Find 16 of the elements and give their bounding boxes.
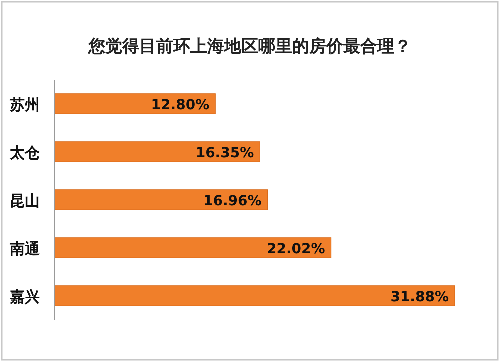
chart-title: 您觉得目前环上海地区哪里的房价最合理？ <box>88 37 412 57</box>
y-tick-label: 苏州 <box>9 96 40 114</box>
y-tick-label: 太仓 <box>9 144 41 162</box>
bar <box>54 94 216 114</box>
data-label: 12.80% <box>151 98 210 114</box>
y-tick-label: 南通 <box>9 240 41 258</box>
data-label: 22.02% <box>266 242 326 258</box>
data-label: 31.88% <box>390 290 449 306</box>
y-tick-label: 昆山 <box>10 192 40 210</box>
y-tick-label: 嘉兴 <box>10 288 40 306</box>
bar <box>54 238 332 258</box>
data-label: 16.35% <box>196 146 254 162</box>
bar <box>54 190 268 210</box>
bar <box>54 286 456 306</box>
data-label: 16.96% <box>203 194 262 210</box>
bar <box>54 142 260 162</box>
